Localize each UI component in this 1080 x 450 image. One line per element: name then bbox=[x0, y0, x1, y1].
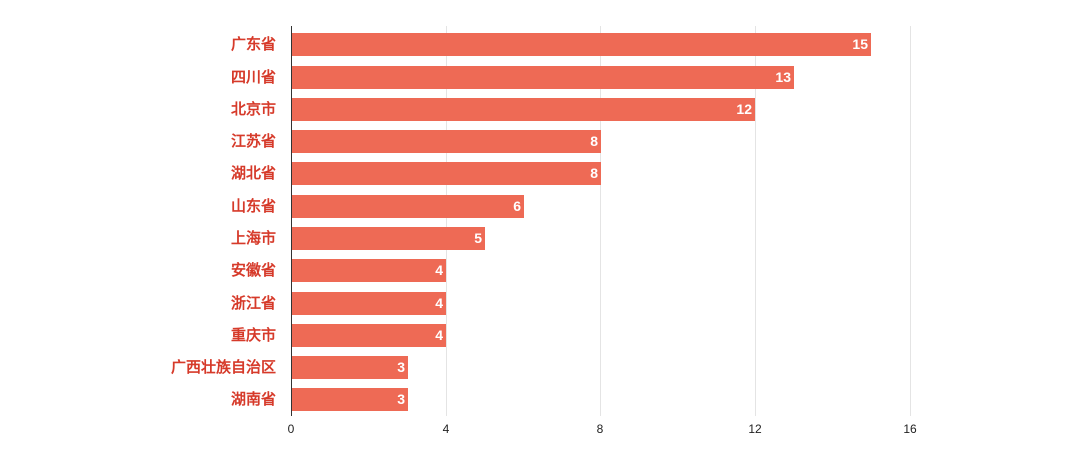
bar: 8 bbox=[292, 162, 601, 185]
bar: 4 bbox=[292, 259, 446, 282]
gridline-4 bbox=[446, 26, 447, 416]
value-label: 12 bbox=[736, 101, 752, 117]
value-label: 4 bbox=[435, 295, 443, 311]
category-label: 四川省 bbox=[230, 68, 276, 86]
gridline-8 bbox=[600, 26, 601, 416]
category-label: 江苏省 bbox=[230, 132, 276, 150]
bar: 8 bbox=[292, 130, 601, 153]
bar: 4 bbox=[292, 292, 446, 315]
bar: 6 bbox=[292, 195, 524, 218]
bar-row: 重庆市 4 bbox=[0, 324, 1080, 347]
bar-row: 上海市 5 bbox=[0, 227, 1080, 250]
value-label: 4 bbox=[435, 327, 443, 343]
value-label: 8 bbox=[590, 165, 598, 181]
value-label: 3 bbox=[397, 359, 405, 375]
bar: 12 bbox=[292, 98, 755, 121]
bar-row: 浙江省 4 bbox=[0, 292, 1080, 315]
x-tick-label: 8 bbox=[596, 422, 604, 436]
value-label: 4 bbox=[435, 262, 443, 278]
gridline-12 bbox=[755, 26, 756, 416]
category-label: 安徽省 bbox=[230, 261, 276, 279]
category-label: 重庆市 bbox=[230, 326, 276, 344]
bar: 4 bbox=[292, 324, 446, 347]
category-label: 北京市 bbox=[230, 100, 276, 118]
value-label: 15 bbox=[852, 36, 868, 52]
bar-row: 北京市 12 bbox=[0, 98, 1080, 121]
bar-row: 广西壮族自治区 3 bbox=[0, 356, 1080, 379]
category-label: 湖北省 bbox=[230, 164, 276, 182]
category-label: 湖南省 bbox=[230, 390, 276, 408]
x-tick-label: 16 bbox=[903, 422, 917, 436]
bar: 3 bbox=[292, 388, 408, 411]
category-label: 广东省 bbox=[230, 35, 276, 53]
bar-row: 湖北省 8 bbox=[0, 162, 1080, 185]
value-label: 13 bbox=[775, 69, 791, 85]
category-label: 上海市 bbox=[230, 229, 276, 247]
category-label: 广西壮族自治区 bbox=[170, 358, 276, 376]
bar-row: 四川省 13 bbox=[0, 66, 1080, 89]
value-label: 8 bbox=[590, 133, 598, 149]
category-label: 山东省 bbox=[230, 197, 276, 215]
x-tick-label: 4 bbox=[442, 422, 450, 436]
bar: 5 bbox=[292, 227, 485, 250]
value-label: 6 bbox=[513, 198, 521, 214]
bar-row: 湖南省 3 bbox=[0, 388, 1080, 411]
bar-row: 安徽省 4 bbox=[0, 259, 1080, 282]
x-tick-label: 0 bbox=[287, 422, 295, 436]
x-tick-label: 12 bbox=[748, 422, 762, 436]
bar: 15 bbox=[292, 33, 871, 56]
gridline-16 bbox=[910, 26, 911, 416]
bar: 13 bbox=[292, 66, 794, 89]
bar: 3 bbox=[292, 356, 408, 379]
bar-row: 江苏省 8 bbox=[0, 130, 1080, 153]
value-label: 3 bbox=[397, 391, 405, 407]
bar-row: 山东省 6 bbox=[0, 195, 1080, 218]
y-axis-line bbox=[291, 26, 292, 416]
category-label: 浙江省 bbox=[230, 294, 276, 312]
bar-row: 广东省 15 bbox=[0, 33, 1080, 56]
value-label: 5 bbox=[474, 230, 482, 246]
